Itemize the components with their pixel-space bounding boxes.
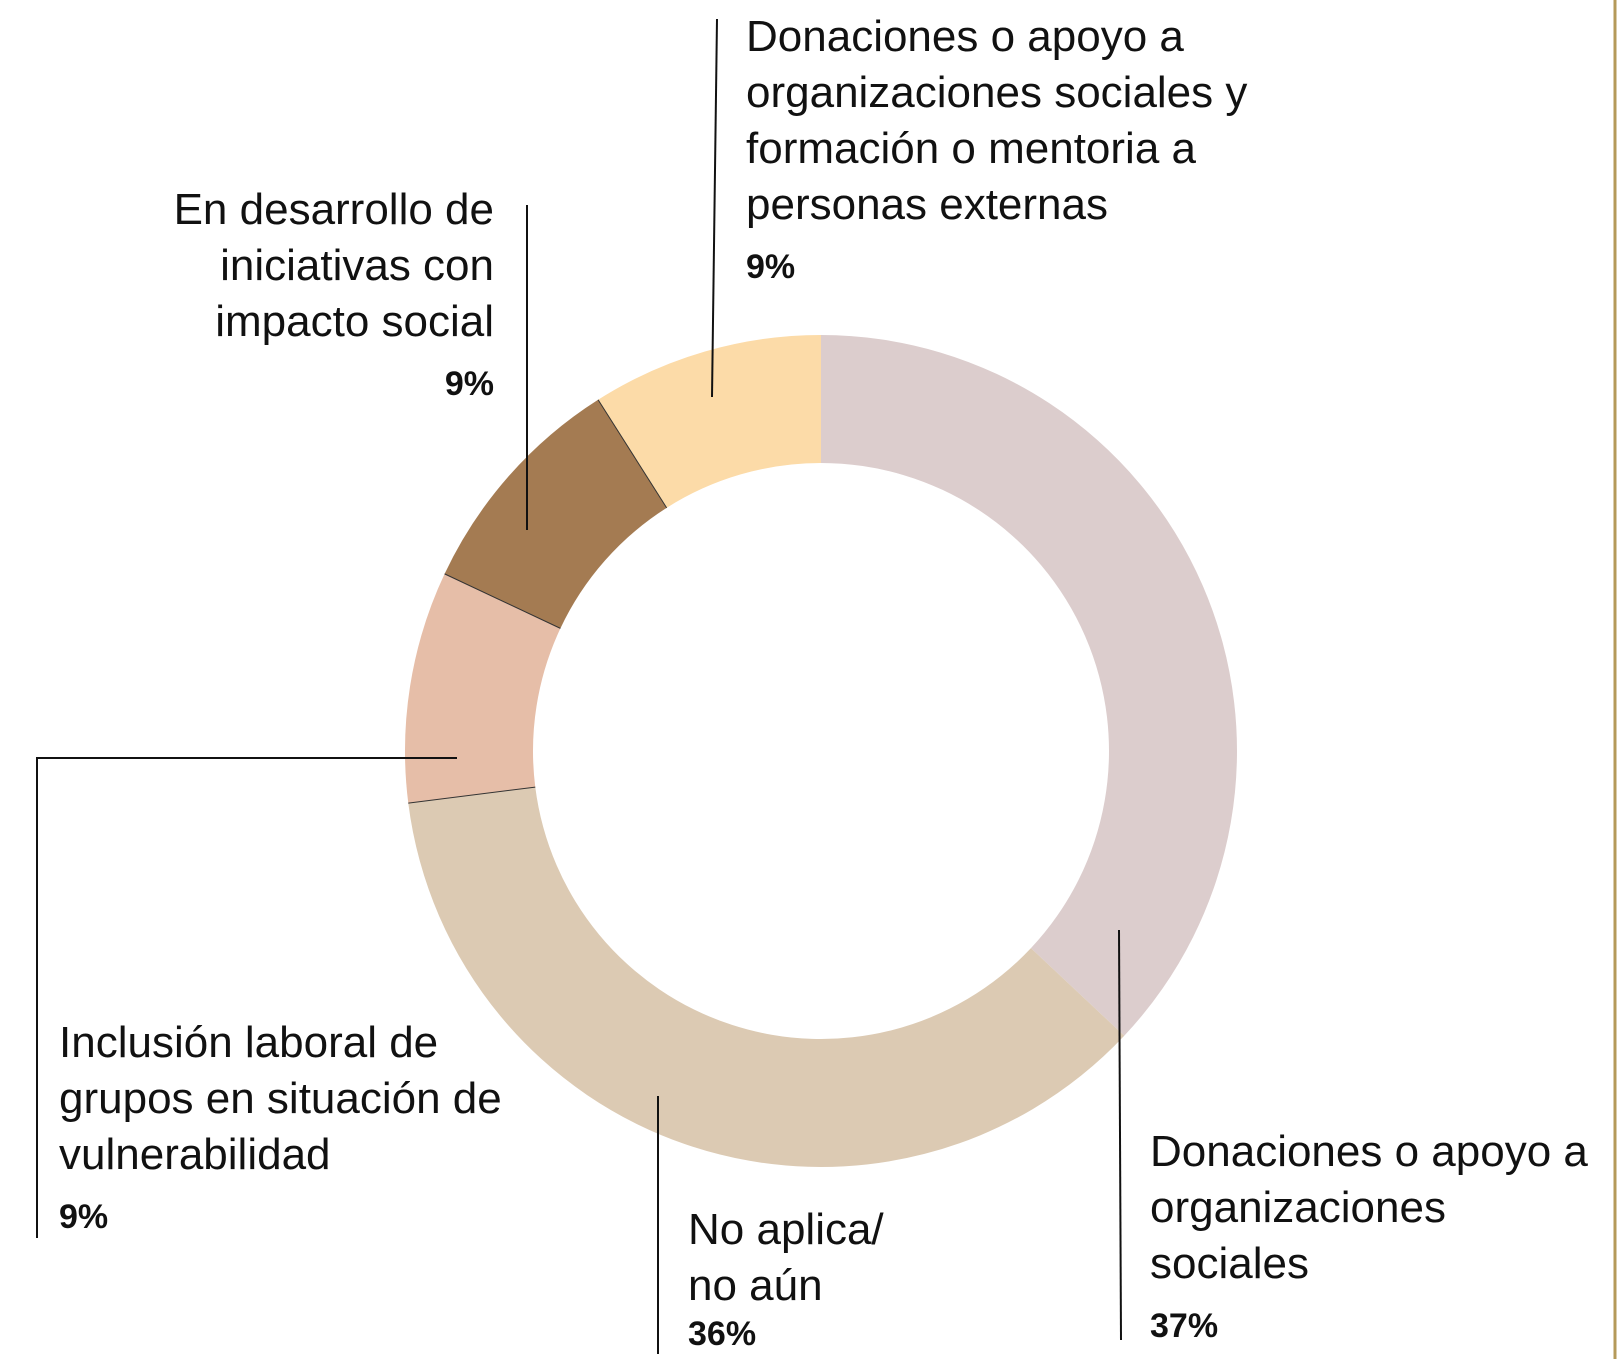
donut-slice bbox=[408, 787, 1125, 1168]
donut-slice bbox=[444, 399, 667, 629]
value-label: 9% bbox=[59, 1198, 109, 1236]
slice-separator bbox=[444, 573, 561, 629]
donut-slice bbox=[405, 573, 561, 804]
donut-slice bbox=[821, 335, 1238, 1036]
category-label: En desarrollo de iniciativas con impacto… bbox=[173, 185, 494, 346]
value-label: 37% bbox=[1150, 1307, 1219, 1345]
category-label: No aplica/ no aún bbox=[688, 1205, 884, 1310]
donut-slice bbox=[598, 335, 821, 508]
category-label: Donaciones o apoyo a organizaciones soci… bbox=[1150, 1127, 1588, 1288]
slice-label: Donaciones o apoyo a organizaciones soci… bbox=[1150, 1124, 1605, 1346]
slices bbox=[405, 335, 1238, 1168]
slice-label: Inclusión laboral de grupos en situación… bbox=[59, 1015, 519, 1237]
leader-line bbox=[711, 18, 718, 398]
slice-label: En desarrollo de iniciativas con impacto… bbox=[104, 182, 494, 404]
leader-lines bbox=[36, 18, 1122, 1354]
value-label: 36% bbox=[688, 1315, 757, 1353]
slice-label: Donaciones o apoyo a organizaciones soci… bbox=[746, 9, 1346, 287]
leader-line bbox=[1118, 929, 1122, 1341]
slice-separator bbox=[597, 399, 668, 509]
category-label: Donaciones o apoyo a organizaciones soci… bbox=[746, 12, 1248, 229]
slice-label: No aplica/ no aún 36% bbox=[688, 1202, 928, 1354]
category-label: Inclusión laboral de grupos en situación… bbox=[59, 1018, 502, 1179]
leader-line bbox=[36, 757, 457, 1238]
value-label: 9% bbox=[746, 248, 796, 286]
value-label: 9% bbox=[444, 365, 494, 403]
slice-separator bbox=[408, 786, 536, 804]
